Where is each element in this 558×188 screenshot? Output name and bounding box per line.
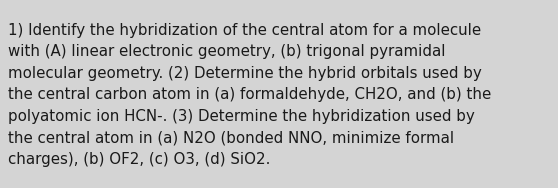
Text: 1) Identify the hybridization of the central atom for a molecule
with (A) linear: 1) Identify the hybridization of the cen…: [8, 23, 491, 167]
